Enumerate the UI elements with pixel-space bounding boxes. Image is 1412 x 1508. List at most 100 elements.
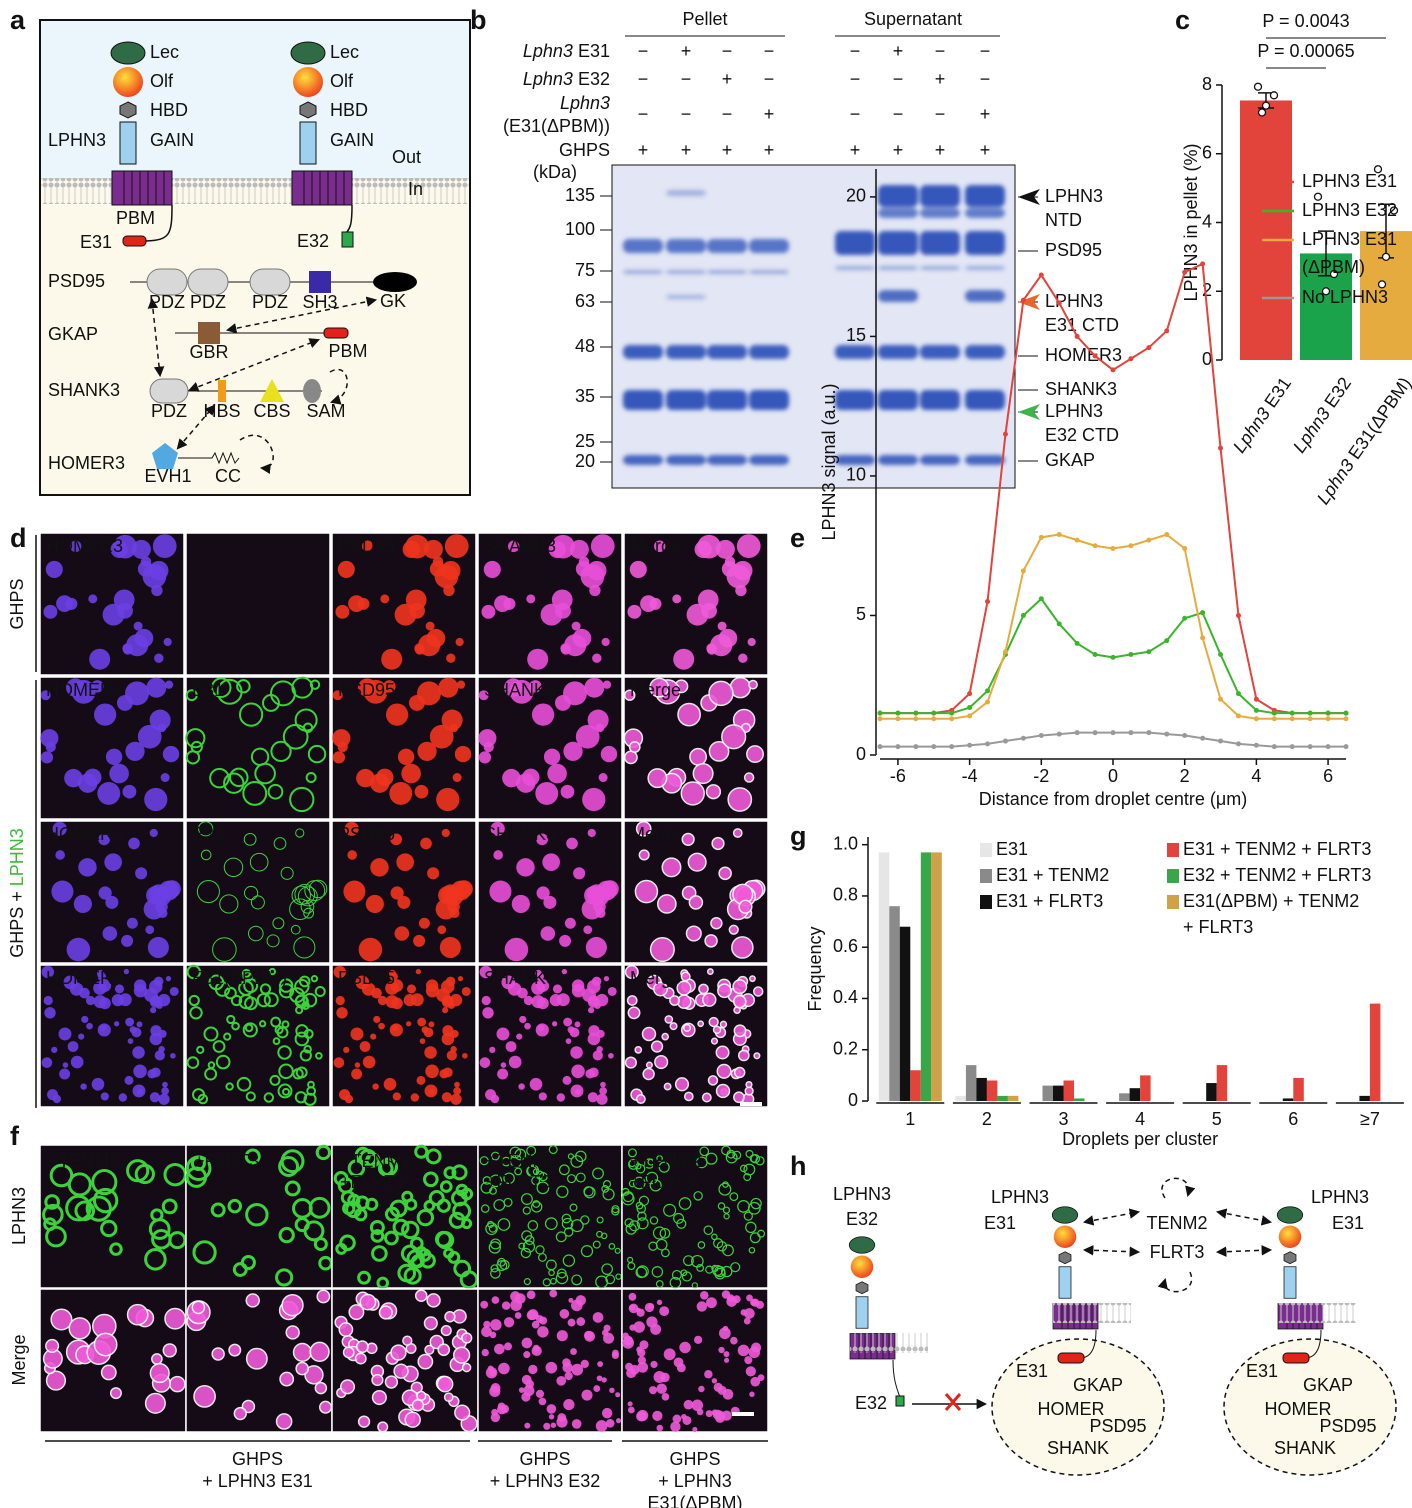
droplet — [509, 1146, 522, 1159]
column-label: +FLRT3 — [630, 1172, 695, 1192]
band — [666, 390, 706, 410]
line-point — [1092, 730, 1098, 736]
droplet — [357, 1270, 371, 1285]
line-point — [1218, 696, 1224, 702]
band — [965, 290, 1005, 302]
droplet — [157, 723, 167, 733]
droplet — [635, 1094, 646, 1105]
droplet — [693, 1335, 703, 1344]
droplet — [661, 1032, 670, 1041]
diagram-label: LPHN3 — [991, 1187, 1049, 1207]
droplet — [710, 917, 723, 930]
droplet — [642, 1067, 655, 1081]
droplet — [300, 899, 315, 914]
y-tick-label: 0.8 — [833, 885, 858, 905]
droplet — [647, 1158, 655, 1166]
droplet — [592, 653, 602, 663]
legend-swatch — [980, 843, 992, 857]
droplet — [653, 981, 668, 997]
droplet — [315, 1051, 323, 1060]
legend-label: No LPHN3 — [1302, 287, 1388, 307]
x-tick-label: 0 — [1108, 766, 1118, 786]
sign: − — [722, 104, 733, 124]
droplet — [378, 1305, 393, 1320]
bar — [1216, 1065, 1228, 1101]
droplet — [332, 729, 351, 748]
droplet — [692, 1426, 698, 1432]
droplet — [507, 540, 520, 553]
droplet — [494, 595, 511, 612]
droplet — [371, 1245, 388, 1262]
droplet — [275, 1413, 293, 1430]
droplet — [41, 1057, 53, 1068]
band-label: E32 CTD — [1045, 425, 1119, 445]
y-label: LPHN3 in pellet (%) — [1181, 143, 1201, 301]
droplet — [424, 1046, 437, 1059]
line-point — [931, 710, 937, 716]
droplet — [661, 857, 682, 878]
droplet — [436, 1198, 451, 1213]
diagram-label: HOMER3 — [48, 453, 125, 473]
legend-label: E31(ΔPBM) + TENM2 + FLRT3 — [1183, 891, 1359, 937]
droplet — [542, 1278, 552, 1287]
droplet — [614, 1247, 621, 1254]
droplet — [383, 1077, 397, 1091]
line-point — [895, 716, 901, 722]
droplet — [514, 1167, 523, 1176]
legend-swatch — [1167, 869, 1179, 883]
band — [878, 345, 918, 359]
droplet — [537, 1024, 545, 1032]
droplet — [570, 1046, 583, 1059]
droplet — [629, 560, 647, 578]
droplet — [332, 751, 346, 764]
droplet — [442, 1067, 453, 1078]
droplet — [280, 1149, 305, 1174]
droplet — [699, 1146, 710, 1157]
line-point — [967, 713, 973, 719]
droplet — [745, 1080, 753, 1089]
line-point — [1182, 546, 1188, 552]
droplet — [51, 880, 74, 903]
droplet — [62, 1062, 69, 1068]
droplet — [693, 1191, 703, 1201]
band — [965, 185, 1005, 207]
line-point — [1020, 568, 1026, 574]
diagram-label: E31 — [1246, 1361, 1278, 1381]
droplet — [93, 703, 117, 726]
droplet — [80, 1083, 87, 1090]
droplet — [359, 1041, 371, 1052]
droplet — [342, 1346, 355, 1359]
droplet — [543, 895, 557, 909]
droplet — [227, 1198, 243, 1214]
droplet — [722, 1244, 734, 1257]
droplet — [244, 1148, 261, 1165]
gene: Lphn3 — [523, 41, 573, 61]
droplet — [514, 1312, 522, 1319]
gel-group: Pellet — [682, 9, 727, 29]
droplet — [623, 1335, 634, 1346]
droplet — [425, 1064, 439, 1079]
droplet — [531, 1176, 541, 1186]
droplet — [635, 1163, 646, 1174]
line-point — [1038, 732, 1044, 738]
droplet — [450, 1093, 462, 1105]
droplet — [746, 745, 764, 764]
droplet — [417, 741, 437, 761]
droplet — [490, 1094, 500, 1104]
x-tick-label: 1 — [905, 1109, 915, 1129]
droplet — [547, 763, 567, 784]
droplet — [489, 880, 512, 903]
droplet — [653, 540, 666, 553]
droplet — [705, 784, 722, 800]
droplet — [518, 1242, 526, 1250]
droplet — [389, 972, 398, 981]
row-group-label: GHPS — [7, 578, 27, 629]
droplet — [580, 1215, 590, 1225]
droplet — [215, 1054, 231, 1070]
droplet — [567, 1318, 576, 1327]
scale-bar — [740, 1102, 762, 1106]
band — [666, 455, 706, 465]
droplet — [232, 1262, 248, 1277]
droplet — [304, 880, 326, 902]
line-point — [1092, 353, 1098, 359]
